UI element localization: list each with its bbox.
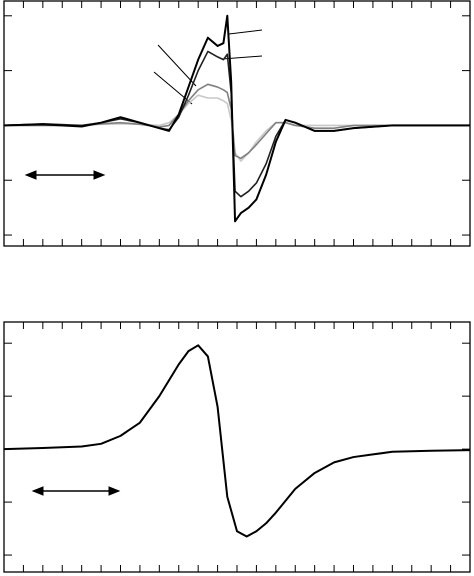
arrow-head xyxy=(24,170,106,180)
data-line xyxy=(3,14,470,223)
annotations xyxy=(24,29,263,496)
plot-frame xyxy=(3,0,471,247)
data-line xyxy=(4,94,470,162)
pointer-line xyxy=(221,55,263,60)
pointer-line xyxy=(157,44,197,87)
pointer-line xyxy=(153,71,193,105)
pointer-line xyxy=(228,29,263,35)
arrow-head xyxy=(31,486,121,496)
data-line xyxy=(4,83,470,160)
data-line xyxy=(3,344,471,538)
